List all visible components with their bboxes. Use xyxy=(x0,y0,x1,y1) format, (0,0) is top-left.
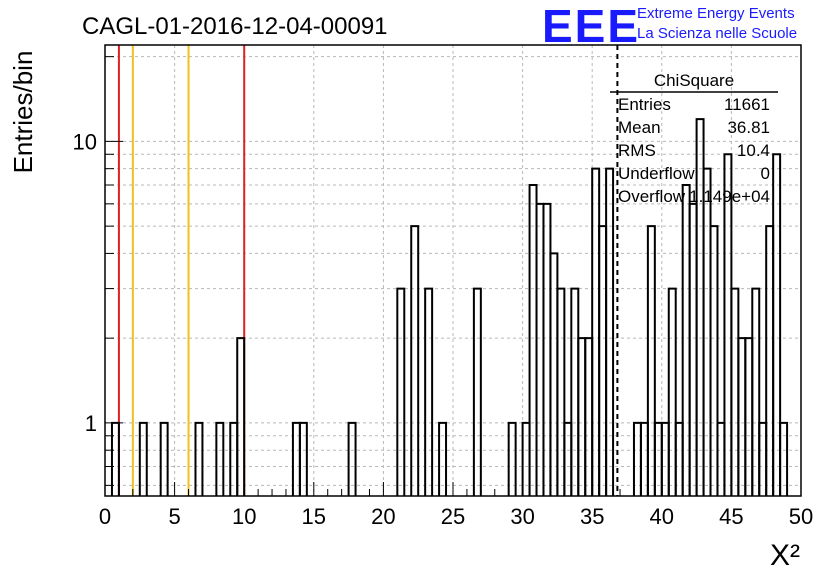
x-tick-label: 50 xyxy=(789,504,813,529)
stats-value-entries: 11661 xyxy=(724,95,770,114)
x-tick-label: 20 xyxy=(371,504,395,529)
histogram-bar xyxy=(577,337,587,496)
stats-value-overflow: 1.149e+04 xyxy=(689,187,770,206)
histogram-bar xyxy=(556,287,566,496)
histogram-bar xyxy=(347,421,357,496)
histogram-bar xyxy=(688,202,698,496)
x-tick-label: 0 xyxy=(99,504,111,529)
histogram-bar xyxy=(159,421,169,496)
stats-label-rms: RMS xyxy=(618,141,656,160)
histogram-bar xyxy=(215,421,225,496)
y-axis-label: Entries/bin xyxy=(8,51,38,174)
x-axis-label: X² xyxy=(770,539,800,572)
stats-label-overflow: Overflow xyxy=(618,187,686,206)
histogram-bar xyxy=(298,421,308,496)
histogram-bar xyxy=(751,287,761,496)
histogram-bar xyxy=(507,421,517,496)
histogram-bar xyxy=(709,225,719,496)
histogram-bar xyxy=(695,118,705,496)
histogram-bar xyxy=(396,287,406,496)
x-tick-label: 40 xyxy=(650,504,674,529)
logo-line-2: La Scienza nelle Scuole xyxy=(637,25,797,42)
histogram-bar xyxy=(730,287,740,496)
histogram-bar xyxy=(528,184,538,496)
x-tick-label: 5 xyxy=(168,504,180,529)
histogram-bar xyxy=(772,153,782,496)
histogram-bar xyxy=(646,225,656,496)
histogram-bar xyxy=(598,225,608,496)
stats-title: ChiSquare xyxy=(654,71,734,90)
logo-line-1: Extreme Energy Events xyxy=(637,5,795,22)
histogram-bar xyxy=(194,421,204,496)
axes: 0 5 10 15 20 25 30 35 40 45 50 1 10 xyxy=(73,44,813,529)
x-tick-label: 45 xyxy=(719,504,743,529)
grid xyxy=(105,45,801,496)
stats-box: ChiSquare Entries 11661 Mean 36.81 RMS 1… xyxy=(610,71,778,206)
x-tick-label: 30 xyxy=(510,504,534,529)
run-title: CAGL-01-2016-12-04-00091 xyxy=(82,13,388,40)
stats-label-mean: Mean xyxy=(618,118,661,137)
histogram-bar xyxy=(779,421,789,496)
histogram-bar xyxy=(667,287,677,496)
histogram-bar xyxy=(236,337,246,496)
histogram-bar xyxy=(681,184,691,496)
histogram-bar xyxy=(744,337,754,496)
histogram-bar xyxy=(702,167,712,496)
x-tick-label: 10 xyxy=(232,504,256,529)
histogram-bar xyxy=(542,202,552,496)
eee-logo: EEE xyxy=(542,0,640,52)
stats-value-underflow: 0 xyxy=(761,164,770,183)
histogram-bar xyxy=(737,337,747,496)
histogram-bar xyxy=(570,287,580,496)
stats-value-rms: 10.4 xyxy=(737,141,770,160)
stats-value-mean: 36.81 xyxy=(727,118,770,137)
histogram-bar xyxy=(138,421,148,496)
x-tick-label: 35 xyxy=(580,504,604,529)
histogram-bar xyxy=(472,287,482,496)
histogram-bar xyxy=(591,167,601,496)
histogram-bar xyxy=(410,225,420,496)
stats-label-underflow: Underflow xyxy=(618,164,695,183)
x-tick-label: 15 xyxy=(302,504,326,529)
histogram-bar xyxy=(535,202,545,496)
histogram-bar xyxy=(424,287,434,496)
y-tick-label: 10 xyxy=(73,129,97,154)
histogram-bar xyxy=(438,421,448,496)
histogram-bar xyxy=(765,225,775,496)
histogram-bar xyxy=(584,337,594,496)
x-tick-label: 25 xyxy=(441,504,465,529)
stats-label-entries: Entries xyxy=(618,95,671,114)
histogram-bar xyxy=(549,252,559,496)
histogram-bars xyxy=(110,118,789,496)
histogram-bar xyxy=(605,167,615,496)
y-tick-label: 1 xyxy=(85,411,97,436)
